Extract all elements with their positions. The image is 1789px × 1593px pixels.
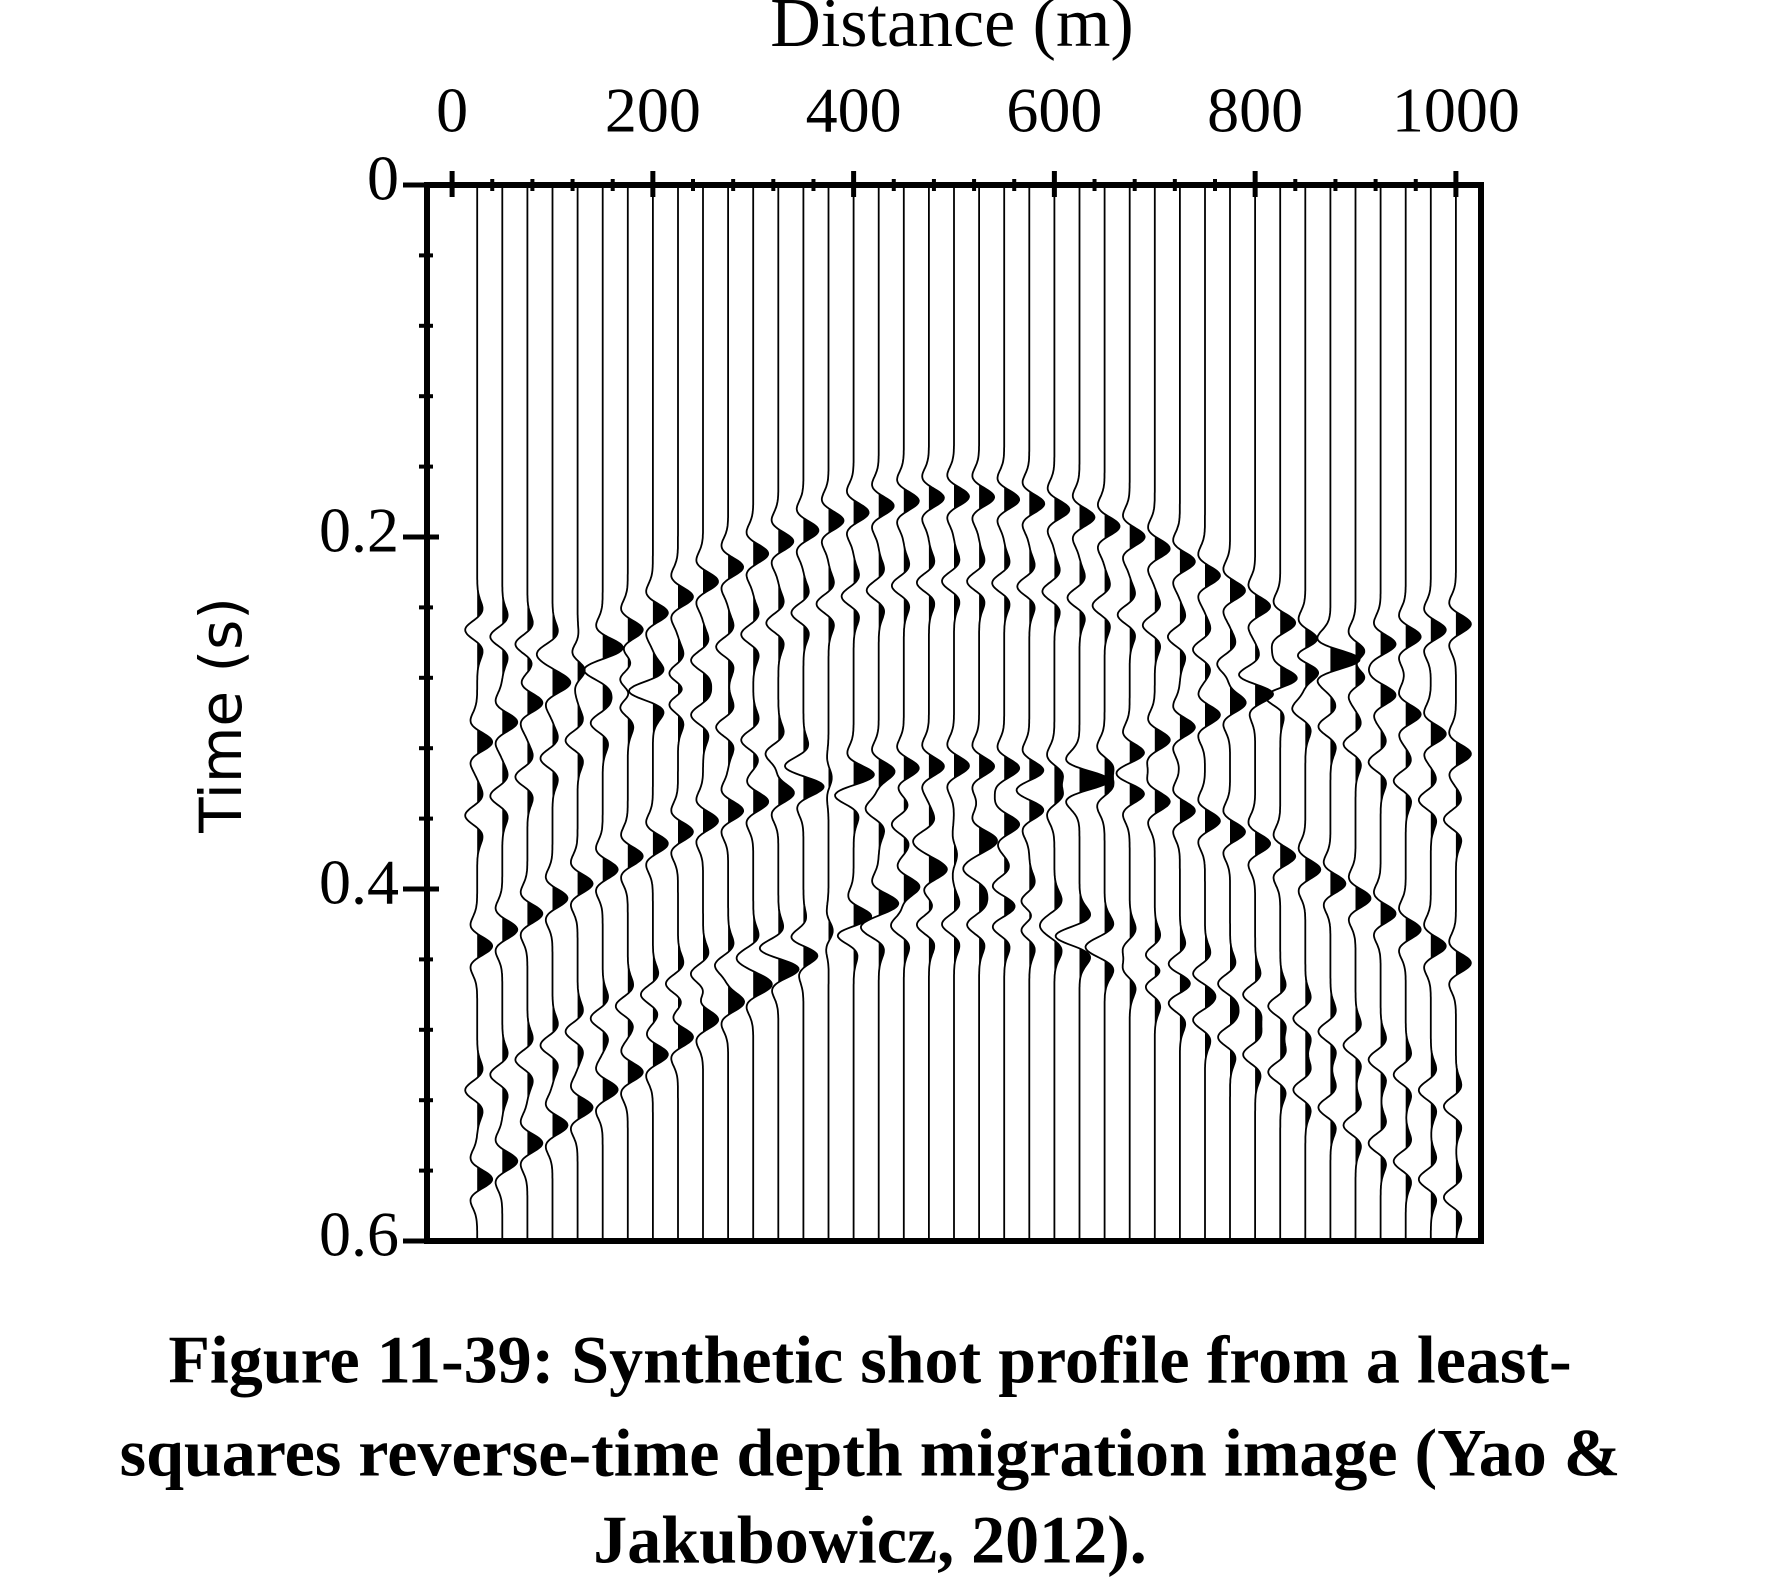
trace-fill	[552, 185, 571, 1241]
trace	[859, 185, 900, 1241]
trace	[758, 185, 800, 1241]
trace-fill	[853, 185, 874, 1241]
trace	[1166, 185, 1196, 1241]
trace	[912, 185, 948, 1241]
trace-fill	[828, 185, 844, 1241]
trace-fill	[1129, 185, 1145, 1241]
trace	[1264, 185, 1298, 1241]
trace	[1216, 185, 1247, 1241]
trace	[583, 185, 624, 1241]
trace	[664, 185, 694, 1241]
trace	[464, 185, 494, 1241]
x-tick-label: 600	[1006, 75, 1102, 146]
trace-fill	[979, 185, 997, 1241]
x-tick-label: 0	[436, 75, 468, 146]
trace-fill	[778, 185, 799, 1241]
trace-fill	[1004, 185, 1020, 1241]
trace	[514, 185, 544, 1241]
trace	[489, 185, 519, 1241]
trace	[1342, 185, 1372, 1241]
trace	[815, 185, 845, 1241]
trace-fill	[753, 185, 772, 1241]
x-tick-label: 400	[806, 75, 902, 146]
trace	[535, 185, 572, 1241]
trace-fill	[502, 185, 518, 1241]
trace-fill	[1330, 185, 1360, 1241]
trace-fill	[1255, 185, 1273, 1241]
trace	[1015, 185, 1046, 1241]
trace-fill	[1179, 185, 1195, 1241]
trace	[834, 185, 875, 1241]
x-tick-label: 1000	[1392, 75, 1520, 146]
trace	[713, 185, 746, 1241]
trace	[1084, 185, 1121, 1241]
trace	[689, 185, 720, 1241]
trace-fill	[1405, 185, 1421, 1241]
trace	[991, 185, 1021, 1241]
trace-fill	[1029, 185, 1045, 1241]
trace-fill	[1430, 185, 1446, 1241]
y-tick-label: 0.2	[319, 495, 399, 566]
trace-fill	[1455, 185, 1471, 1241]
caption-line: squares reverse-time depth migration ima…	[120, 1415, 1621, 1491]
trace	[1192, 185, 1221, 1241]
trace	[1115, 185, 1146, 1241]
trace	[1442, 185, 1472, 1242]
trace	[1392, 185, 1422, 1241]
trace-fill	[1154, 185, 1170, 1241]
trace	[1038, 185, 1071, 1241]
trace-fill	[1104, 185, 1120, 1241]
trace	[962, 185, 998, 1241]
trace	[1054, 185, 1111, 1241]
caption-line: Figure 11-39: Synthetic shot profile fro…	[168, 1322, 1571, 1398]
trace-fill	[903, 185, 920, 1241]
trace-fill	[1054, 185, 1070, 1241]
y-tick-label: 0	[367, 143, 399, 214]
trace-fill	[954, 185, 969, 1241]
trace-fill	[577, 185, 593, 1241]
trace-fill	[928, 185, 947, 1241]
trace-fill	[878, 185, 899, 1241]
y-tick-label: 0.6	[319, 1199, 399, 1270]
trace	[784, 185, 825, 1241]
trace	[1141, 185, 1171, 1241]
y-tick-label: 0.4	[319, 847, 399, 918]
x-axis-title: Distance (m)	[770, 0, 1133, 62]
caption-line: Jakubowicz, 2012).	[593, 1502, 1146, 1578]
trace	[1417, 185, 1447, 1241]
trace	[1367, 185, 1397, 1241]
trace-fill	[803, 185, 824, 1241]
trace	[1316, 185, 1361, 1241]
x-tick-label: 800	[1207, 75, 1303, 146]
trace	[890, 185, 921, 1241]
trace	[1238, 185, 1274, 1241]
y-axis-title: Time (s)	[187, 597, 255, 834]
trace-fill	[1205, 185, 1220, 1241]
trace-fill	[1380, 185, 1396, 1241]
trace-fill	[1305, 185, 1321, 1241]
trace	[735, 185, 773, 1241]
trace	[941, 185, 970, 1241]
trace-fill	[652, 185, 668, 1241]
trace-fill	[703, 185, 719, 1241]
trace	[1291, 185, 1322, 1241]
trace	[628, 185, 669, 1241]
trace	[614, 185, 644, 1241]
trace	[564, 185, 594, 1241]
trace-fill	[477, 185, 493, 1241]
plot-frame	[424, 182, 1484, 1244]
x-tick-label: 200	[605, 75, 701, 146]
